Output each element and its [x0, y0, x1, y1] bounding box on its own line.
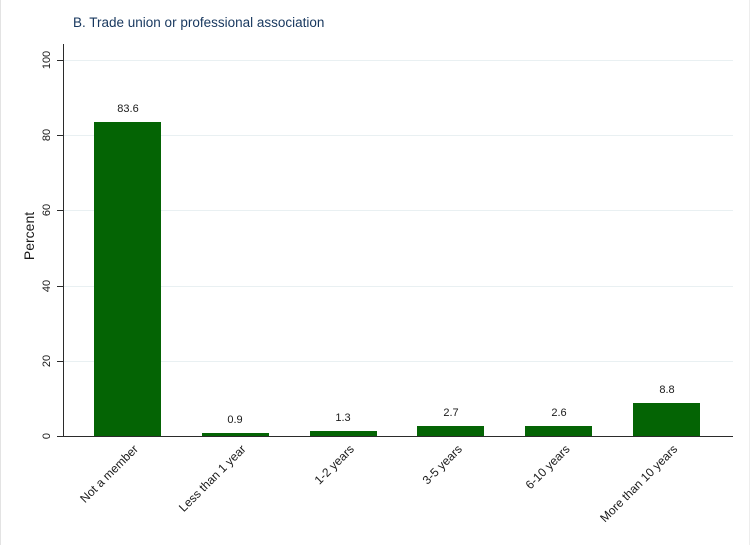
y-gridline	[64, 286, 733, 287]
y-tick	[57, 210, 63, 211]
chart-title: B. Trade union or professional associati…	[73, 15, 325, 30]
y-gridline	[64, 210, 733, 211]
bar	[94, 122, 161, 436]
bar	[633, 403, 700, 436]
y-tick-label: 80	[41, 128, 53, 142]
x-category-label: 1-2 years	[311, 442, 357, 488]
y-tick	[57, 60, 63, 61]
bar	[310, 431, 377, 436]
bar-value-label: 83.6	[117, 103, 139, 115]
x-category-label: More than 10 years	[596, 442, 680, 526]
y-gridline	[64, 135, 733, 136]
bar	[202, 433, 269, 436]
bar-value-label: 1.3	[335, 412, 351, 424]
y-gridline	[64, 361, 733, 362]
y-axis-title: Percent	[21, 211, 37, 261]
x-category-label: 3-5 years	[419, 442, 465, 488]
y-tick-label: 60	[41, 203, 53, 217]
bar	[417, 426, 484, 436]
y-tick-label: 100	[41, 50, 53, 70]
y-tick-label: 0	[41, 432, 53, 440]
x-category-label: Not a member	[77, 442, 141, 506]
x-category-label: 6-10 years	[522, 442, 573, 492]
x-category-label: Less than 1 year	[176, 442, 249, 515]
bar-value-label: 0.9	[227, 414, 243, 426]
x-axis-line	[63, 436, 733, 437]
y-axis-line	[63, 44, 64, 437]
bar-value-label: 2.6	[551, 407, 567, 419]
y-tick	[57, 286, 63, 287]
y-gridline	[64, 60, 733, 61]
bar-value-label: 8.8	[659, 384, 675, 396]
y-tick-label: 40	[41, 279, 53, 293]
y-tick-label: 20	[41, 354, 53, 368]
y-tick	[57, 436, 63, 437]
bar	[525, 426, 592, 436]
y-tick	[57, 361, 63, 362]
bar-value-label: 2.7	[443, 407, 459, 419]
y-tick	[57, 135, 63, 136]
